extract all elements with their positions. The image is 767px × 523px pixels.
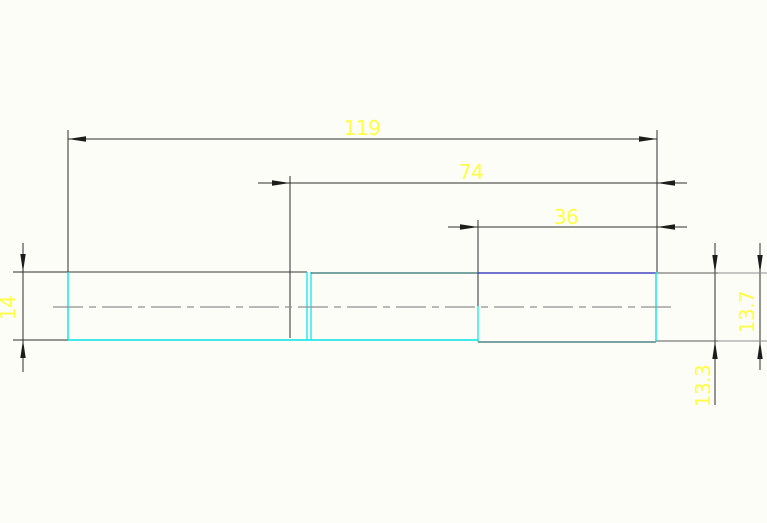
arrow-74-right — [657, 180, 675, 186]
arrow-13-3-top — [712, 255, 718, 273]
dim-text-14: 14 — [0, 296, 20, 320]
arrow-14-bottom — [20, 340, 26, 358]
arrow-119-right — [639, 136, 657, 142]
arrow-13-7-top — [757, 255, 763, 273]
dim-text-13-3: 13.3 — [691, 365, 715, 408]
dim-text-13-7: 13.7 — [735, 291, 759, 334]
arrow-14-top — [20, 254, 26, 272]
arrow-119-left — [68, 136, 86, 142]
dim-text-36: 36 — [554, 205, 578, 229]
dim-text-119: 119 — [344, 116, 381, 140]
arrow-36-right — [657, 224, 675, 230]
arrow-74-left — [272, 180, 290, 186]
arrow-13-7-bottom — [757, 341, 763, 359]
arrow-13-3-bottom — [712, 341, 718, 359]
dim-text-74: 74 — [459, 160, 483, 184]
arrow-36-left — [460, 224, 478, 230]
